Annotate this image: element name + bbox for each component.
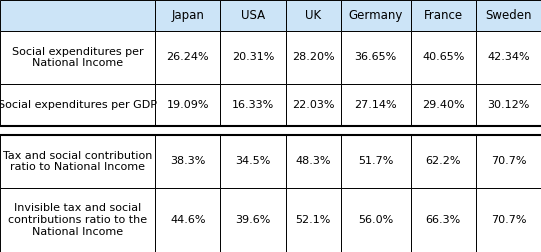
Text: 48.3%: 48.3% [295,156,331,166]
Text: 29.40%: 29.40% [422,100,465,110]
Bar [341,0,411,31]
Bar [220,31,286,84]
Bar [286,188,341,252]
Text: 62.2%: 62.2% [426,156,461,166]
Text: Invisible tax and social
contributions ratio to the
National Income: Invisible tax and social contributions r… [8,203,147,237]
Bar [0,188,155,252]
Bar [476,84,541,126]
Bar [411,0,476,31]
Bar [341,84,411,126]
Text: 42.34%: 42.34% [487,52,530,62]
Text: Tax and social contribution
ratio to National Income: Tax and social contribution ratio to Nat… [3,150,153,172]
Text: 34.5%: 34.5% [235,156,270,166]
Bar [476,31,541,84]
Text: Social expenditures per GDP: Social expenditures per GDP [0,100,157,110]
Bar [220,188,286,252]
Bar [0,0,155,31]
Text: 70.7%: 70.7% [491,156,526,166]
Bar [476,188,541,252]
Text: 27.14%: 27.14% [354,100,397,110]
Text: 56.0%: 56.0% [358,215,393,225]
Bar [286,31,341,84]
Text: 39.6%: 39.6% [235,215,270,225]
Bar [411,188,476,252]
Text: France: France [424,9,463,22]
Bar [341,31,411,84]
Text: Sweden: Sweden [485,9,532,22]
Text: UK: UK [305,9,321,22]
Bar [155,0,220,31]
Bar [476,135,541,188]
Text: 36.65%: 36.65% [354,52,397,62]
Text: 20.31%: 20.31% [232,52,274,62]
Text: 70.7%: 70.7% [491,215,526,225]
Bar [0,31,155,84]
Bar [0,84,155,126]
Text: 22.03%: 22.03% [292,100,334,110]
Bar [476,0,541,31]
Bar [286,84,341,126]
Bar [341,135,411,188]
Bar [0,126,541,135]
Bar [220,135,286,188]
Bar [411,31,476,84]
Text: 51.7%: 51.7% [358,156,393,166]
Text: 38.3%: 38.3% [170,156,206,166]
Bar [286,135,341,188]
Text: Germany: Germany [348,9,403,22]
Text: 19.09%: 19.09% [167,100,209,110]
Text: 16.33%: 16.33% [232,100,274,110]
Bar [220,84,286,126]
Text: 52.1%: 52.1% [295,215,331,225]
Bar [411,84,476,126]
Text: 28.20%: 28.20% [292,52,334,62]
Text: 44.6%: 44.6% [170,215,206,225]
Text: USA: USA [241,9,265,22]
Bar [155,31,220,84]
Bar [286,0,341,31]
Bar [341,188,411,252]
Bar [411,135,476,188]
Text: 40.65%: 40.65% [422,52,465,62]
Bar [220,0,286,31]
Text: Social expenditures per
National Income: Social expenditures per National Income [12,47,143,68]
Text: 26.24%: 26.24% [167,52,209,62]
Bar [0,135,155,188]
Text: Japan: Japan [171,9,204,22]
Text: 30.12%: 30.12% [487,100,530,110]
Bar [155,84,220,126]
Bar [155,188,220,252]
Bar [155,135,220,188]
Text: 66.3%: 66.3% [426,215,461,225]
